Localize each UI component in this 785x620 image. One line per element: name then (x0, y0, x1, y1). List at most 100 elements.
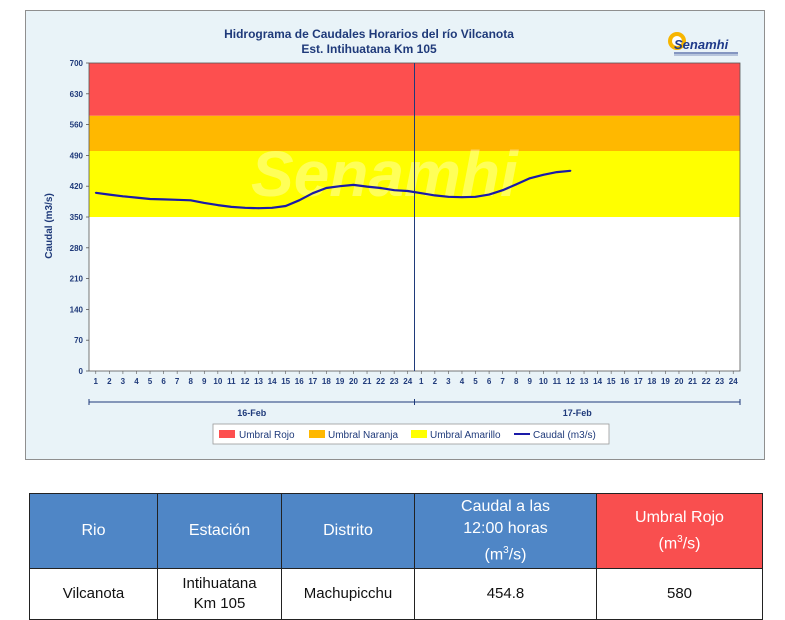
x-tick-label-38: 15 (607, 377, 616, 386)
x-tick-label-12: 13 (254, 377, 263, 386)
series-caudal-point-17 (325, 187, 328, 189)
series-caudal-point-11 (244, 206, 246, 209)
x-tick-label-26: 3 (446, 377, 451, 386)
x-tick-label-25: 2 (433, 377, 438, 386)
chart-frame: Senamhi Senamhi Hidrograma de Caudales H… (25, 10, 765, 460)
x-tick-label-7: 8 (188, 377, 193, 386)
header-caudal-line2: 12:00 horas (463, 520, 548, 537)
series-caudal-point-27 (461, 196, 463, 199)
x-tick-label-32: 9 (528, 377, 533, 386)
cell-umbral: 580 (596, 568, 763, 620)
y-tick-label-9: 630 (70, 90, 84, 99)
x-tick-label-20: 21 (363, 377, 372, 386)
header-caudal-line1: Caudal a las (461, 498, 550, 515)
x-tick-label-44: 21 (688, 377, 697, 386)
y-tick-label-8: 560 (70, 121, 84, 130)
x-tick-label-34: 11 (553, 377, 562, 386)
x-tick-label-43: 20 (675, 377, 684, 386)
series-caudal-point-1 (108, 193, 111, 196)
header-umbral-unit-pre: (m (658, 535, 678, 553)
series-caudal-point-18 (339, 185, 341, 188)
header-distrito: Distrito (281, 492, 415, 570)
x-tick-label-40: 17 (634, 377, 643, 386)
y-tick-label-5: 350 (70, 213, 84, 222)
y-tick-label-3: 210 (70, 275, 84, 284)
x-tick-label-35: 12 (566, 377, 575, 386)
x-tick-label-29: 6 (487, 377, 492, 386)
header-rio: Rio (29, 492, 158, 570)
cell-estacion: Intihuatana Km 105 (157, 568, 282, 620)
series-caudal-point-6 (176, 198, 179, 201)
x-tick-label-1: 2 (107, 377, 112, 386)
legend-label-rojo: Umbral Rojo (239, 430, 295, 441)
y-tick-label-2: 140 (70, 305, 84, 314)
series-caudal-point-24 (420, 192, 423, 195)
series-caudal-point-33 (542, 173, 545, 176)
series-caudal-point-5 (162, 198, 165, 201)
series-caudal-point-8 (203, 202, 206, 204)
legend: Umbral Rojo Umbral Naranja Umbral Amaril… (212, 423, 610, 445)
series-caudal-point-10 (230, 205, 233, 208)
header-umbral-rojo: Umbral Rojo (m3/s) (596, 492, 763, 570)
legend-label-naranja: Umbral Naranja (328, 430, 398, 441)
y-tick-label-7: 490 (70, 151, 84, 160)
x-tick-label-8: 9 (202, 377, 207, 386)
x-tick-label-9: 10 (213, 377, 222, 386)
watermark-overlay-text: Senamhi (251, 138, 519, 210)
series-caudal-point-4 (149, 198, 151, 200)
y-tick-label-1: 70 (74, 336, 83, 345)
series-caudal-point-0 (94, 191, 97, 194)
series-caudal-point-31 (515, 183, 518, 186)
summary-table: Rio Estación Distrito Caudal a las 12:00… (29, 492, 763, 620)
x-tick-label-41: 18 (647, 377, 656, 386)
cell-distrito: Machupicchu (281, 568, 415, 620)
series-caudal-point-19 (352, 183, 355, 186)
y-tick-label-6: 420 (70, 182, 84, 191)
y-tick-label-0: 0 (79, 367, 84, 376)
x-tick-label-36: 13 (580, 377, 589, 386)
day-label-1: 17-Feb (563, 408, 593, 418)
logo-text: Senamhi (674, 37, 729, 52)
series-caudal-point-22 (393, 189, 396, 192)
header-umbral-line1: Umbral Rojo (635, 509, 724, 526)
x-tick-label-13: 14 (268, 377, 277, 386)
x-tick-label-23: 24 (403, 377, 412, 386)
x-tick-label-42: 19 (661, 377, 670, 386)
header-caudal-unit-sup: 3 (503, 545, 509, 556)
table-row: Vilcanota Intihuatana Km 105 Machupicchu… (29, 568, 763, 620)
x-tick-label-46: 23 (715, 377, 724, 386)
legend-label-amarillo: Umbral Amarillo (430, 430, 501, 441)
legend-label-caudal: Caudal (m3/s) (533, 430, 596, 441)
x-tick-label-28: 5 (473, 377, 478, 386)
series-caudal-point-12 (257, 207, 260, 210)
logo-sun-core-icon (672, 36, 682, 46)
header-umbral-unit-sup: 3 (677, 534, 683, 545)
x-tick-label-14: 15 (281, 377, 290, 386)
y-tick-label-4: 280 (70, 244, 84, 253)
x-tick-label-15: 16 (295, 377, 304, 386)
legend-swatch-rojo (219, 430, 235, 438)
x-tick-label-2: 3 (121, 377, 126, 386)
hydrograph-chart: Senamhi Senamhi Hidrograma de Caudales H… (44, 27, 741, 445)
x-tick-label-19: 20 (349, 377, 358, 386)
series-caudal-point-7 (189, 199, 192, 202)
series-caudal-point-9 (216, 204, 219, 207)
x-tick-label-22: 23 (390, 377, 399, 386)
x-tick-label-3: 4 (134, 377, 139, 386)
series-caudal-point-23 (406, 190, 409, 192)
cell-rio: Vilcanota (29, 568, 158, 620)
day-label-0: 16-Feb (237, 408, 267, 418)
series-caudal-point-15 (298, 199, 301, 202)
x-tick-label-5: 6 (161, 377, 166, 386)
x-tick-label-39: 16 (620, 377, 629, 386)
cell-estacion-line1: Intihuatana (182, 575, 257, 593)
series-caudal-point-3 (135, 196, 138, 199)
series-caudal-point-34 (556, 171, 558, 174)
header-caudal: Caudal a las 12:00 horas (m3/s) (414, 492, 597, 570)
series-caudal-point-30 (501, 189, 504, 192)
series-caudal-point-20 (366, 185, 368, 188)
x-tick-label-17: 18 (322, 377, 331, 386)
chart-title: Hidrograma de Caudales Horarios del río … (224, 27, 514, 41)
series-caudal-point-21 (379, 187, 382, 189)
series-caudal-point-32 (528, 177, 531, 180)
